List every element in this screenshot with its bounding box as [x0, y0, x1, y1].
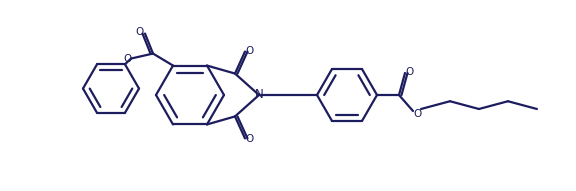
Text: N: N	[255, 88, 263, 101]
Text: O: O	[136, 27, 144, 36]
Text: O: O	[123, 53, 131, 64]
Text: O: O	[413, 109, 421, 119]
Text: O: O	[406, 67, 414, 77]
Text: O: O	[246, 46, 254, 56]
Text: O: O	[246, 134, 254, 144]
